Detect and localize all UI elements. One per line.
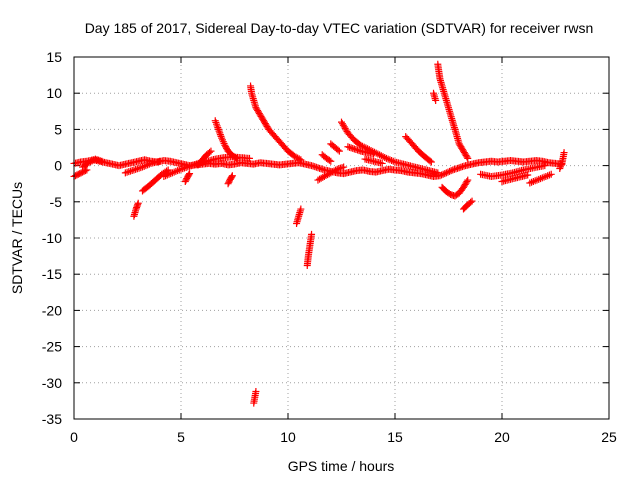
data-point xyxy=(439,170,447,178)
x-tick-label: 5 xyxy=(177,429,185,445)
data-point xyxy=(163,171,171,179)
data-point xyxy=(427,158,435,166)
data-point xyxy=(165,170,173,178)
data-point xyxy=(547,170,555,178)
data-point xyxy=(444,168,452,176)
x-tick-label: 10 xyxy=(280,429,296,445)
data-point xyxy=(145,160,153,168)
data-point xyxy=(441,170,449,178)
data-point xyxy=(557,161,565,169)
data-point xyxy=(463,178,471,186)
y-tick-label: -30 xyxy=(42,375,62,391)
y-tick-label: -10 xyxy=(42,230,62,246)
data-point xyxy=(228,172,236,180)
data-point xyxy=(386,156,394,164)
data-point xyxy=(467,198,475,206)
data-point xyxy=(228,173,236,181)
data-point xyxy=(156,157,164,165)
data-point xyxy=(384,155,392,163)
data-point xyxy=(327,157,335,165)
data-point xyxy=(381,153,389,161)
y-tick-label: 10 xyxy=(46,85,62,101)
data-points xyxy=(70,60,568,407)
data-point xyxy=(434,169,442,177)
data-point xyxy=(252,387,260,395)
data-point xyxy=(245,154,253,162)
data-point xyxy=(140,162,148,170)
data-point xyxy=(432,96,440,104)
data-point xyxy=(186,170,194,178)
data-point xyxy=(185,171,193,179)
data-point xyxy=(308,230,316,238)
data-point xyxy=(174,167,182,175)
data-point xyxy=(382,154,390,162)
data-point xyxy=(162,172,170,180)
data-point xyxy=(464,176,472,184)
data-point xyxy=(340,163,348,171)
data-point xyxy=(160,172,168,180)
axis-ticks: 0 5 10 15 20 25 -35 -30 -25 -20 -15 -10 -5 0 5 10 15 xyxy=(42,49,617,445)
data-point xyxy=(335,147,343,155)
data-point xyxy=(556,163,564,171)
data-point xyxy=(463,153,471,161)
y-tick-label: 5 xyxy=(54,121,62,137)
data-point xyxy=(378,159,386,167)
x-tick-label: 0 xyxy=(70,429,78,445)
data-point xyxy=(168,169,176,177)
y-axis-label: SDTVAR / TECUs xyxy=(9,182,25,294)
data-point xyxy=(231,153,239,161)
data-point xyxy=(206,148,214,156)
x-tick-label: 25 xyxy=(601,429,617,445)
data-point xyxy=(144,161,152,169)
data-point xyxy=(325,156,333,164)
data-point xyxy=(541,162,549,170)
chart-title: Day 185 of 2017, Sidereal Day-to-day VTE… xyxy=(85,20,594,36)
data-point xyxy=(446,167,454,175)
data-point xyxy=(164,166,172,174)
y-tick-label: 15 xyxy=(46,49,62,65)
data-point xyxy=(297,205,305,213)
data-point xyxy=(442,169,450,177)
x-axis-label: GPS time / hours xyxy=(288,458,395,474)
data-point xyxy=(447,167,455,175)
data-point xyxy=(464,154,472,162)
data-point xyxy=(524,171,532,179)
y-tick-label: -5 xyxy=(50,194,63,210)
data-point xyxy=(207,147,215,155)
y-tick-label: -15 xyxy=(42,266,62,282)
data-point xyxy=(295,155,303,163)
data-point xyxy=(388,157,396,165)
data-point xyxy=(167,170,175,178)
data-point xyxy=(334,146,342,154)
data-point xyxy=(297,156,305,164)
data-point xyxy=(389,157,397,165)
y-tick-label: 0 xyxy=(54,158,62,174)
y-tick-label: -35 xyxy=(42,411,62,427)
x-tick-label: 15 xyxy=(387,429,403,445)
data-point xyxy=(142,162,150,170)
data-point xyxy=(83,166,91,174)
data-point xyxy=(332,166,340,174)
data-point xyxy=(138,163,146,171)
data-point xyxy=(175,166,183,174)
data-point xyxy=(98,157,106,165)
data-point xyxy=(560,149,568,157)
y-tick-label: -20 xyxy=(42,302,62,318)
data-point xyxy=(233,154,241,162)
plot-frame xyxy=(73,56,610,420)
data-point xyxy=(556,164,564,172)
y-tick-label: -25 xyxy=(42,339,62,355)
data-point xyxy=(172,167,180,175)
data-point xyxy=(426,157,434,165)
data-point xyxy=(468,197,476,205)
data-point xyxy=(370,150,378,158)
data-point xyxy=(438,171,446,179)
grid-lines xyxy=(74,57,609,419)
data-point xyxy=(170,168,178,176)
x-tick-label: 20 xyxy=(494,429,510,445)
data-point xyxy=(134,199,142,207)
